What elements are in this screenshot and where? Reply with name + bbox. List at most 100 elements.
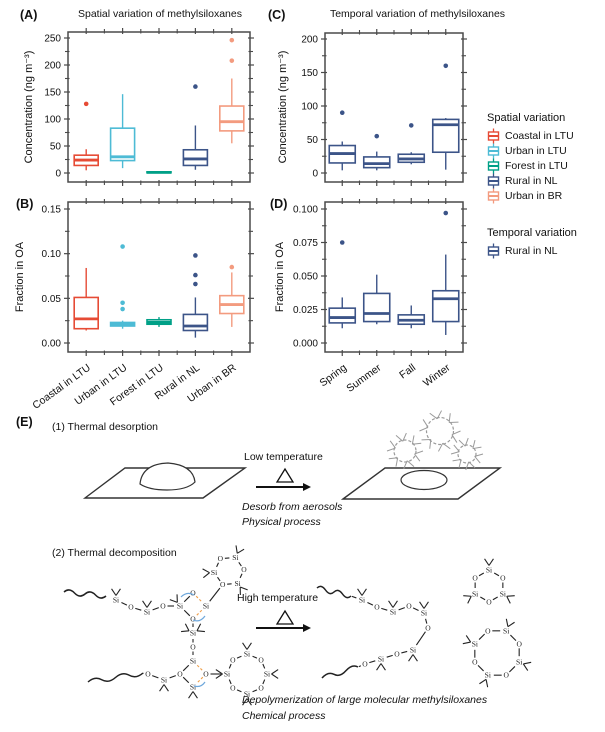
svg-text:0.075: 0.075: [293, 238, 318, 249]
cyclic-siloxane-aerosol-icon: [457, 444, 477, 464]
x-category-label: Winter: [421, 361, 453, 389]
legend-item-label: Rural in NL: [505, 174, 558, 187]
atom-label: Si: [359, 596, 365, 605]
atom-label: O: [145, 670, 151, 679]
atom-label: Si: [516, 658, 522, 667]
atom-label: O: [203, 670, 209, 679]
panel-c-label: (C): [268, 8, 286, 22]
legend-item-label: Coastal in LTU: [505, 130, 574, 143]
boxplot-panel-c: 0 50 100 150 200: [301, 29, 467, 186]
atom-label: O: [406, 602, 412, 611]
atom-label: Si: [378, 655, 384, 664]
legend-item-label: Forest in LTU: [505, 159, 568, 172]
legend: Spatial variation Coastal in LTU Urban in…: [487, 112, 605, 259]
legend-item-spatial-3: Rural in NL: [487, 173, 605, 189]
panel-c-title: Temporal variation of methylsiloxanes: [329, 8, 506, 20]
atom-label: O: [190, 615, 196, 624]
x-category-label: Fall: [397, 362, 418, 382]
atom-label: Si: [224, 670, 230, 679]
boxplot-key-icon: [487, 143, 500, 159]
electron-arrow: [192, 615, 206, 622]
legend-item-spatial-0: Coastal in LTU: [487, 128, 605, 144]
electron-arrow: [193, 681, 206, 688]
svg-text:0: 0: [312, 169, 318, 180]
atom-label: O: [516, 639, 522, 648]
svg-text:0: 0: [55, 169, 61, 180]
svg-text:50: 50: [50, 142, 62, 153]
atom-label: O: [503, 671, 509, 680]
aerosol-droplet-right: [400, 469, 448, 491]
atom-label: Si: [500, 590, 506, 599]
atom-label: Si: [113, 596, 119, 605]
process2-caption-2: Chemical process: [242, 710, 326, 722]
atom-label: O: [241, 565, 247, 574]
panel-a-title: Spatial variation of methylsiloxanes: [77, 8, 242, 20]
atom-label: Si: [410, 646, 416, 655]
atom-label: O: [220, 580, 226, 589]
atom-label: O: [374, 603, 380, 612]
polymer-chain-squiggle: [87, 672, 144, 683]
x-category-label: Summer: [344, 361, 384, 394]
boxplot-key-icon: [487, 188, 500, 204]
legend-item-label: Urban in BR: [505, 189, 563, 202]
legend-item-spatial-2: Forest in LTU: [487, 158, 605, 174]
svg-text:100: 100: [44, 115, 61, 126]
atom-label: Si: [503, 626, 509, 635]
atom-label: O: [425, 624, 431, 633]
process1-caption-2: Physical process: [242, 516, 321, 528]
svg-text:250: 250: [44, 34, 61, 45]
heat-delta-icon: [275, 609, 295, 625]
atom-label: O: [258, 655, 264, 664]
atom-label: Si: [177, 602, 183, 611]
svg-text:0.025: 0.025: [293, 305, 318, 316]
polymer-chain-squiggle: [321, 665, 359, 679]
atom-label: Si: [486, 566, 492, 575]
atom-label: Si: [472, 590, 478, 599]
legend-item-spatial-4: Urban in BR: [487, 188, 605, 204]
svg-text:200: 200: [44, 61, 61, 72]
svg-text:0.15: 0.15: [42, 205, 62, 216]
panel-b-label: (B): [16, 197, 34, 211]
arrow-head: [303, 483, 311, 491]
electron-arrow: [180, 592, 195, 598]
svg-text:150: 150: [44, 88, 61, 99]
svg-text:0.00: 0.00: [42, 339, 62, 350]
boxplot-key-icon: [487, 173, 500, 189]
atom-label: O: [190, 643, 196, 652]
atom-label: O: [177, 670, 183, 679]
svg-text:0.10: 0.10: [42, 249, 62, 260]
atom-label: O: [394, 650, 400, 659]
legend-temporal-title: Temporal variation: [487, 226, 577, 239]
legend-spatial-title: Spatial variation: [487, 112, 566, 124]
atom-label: O: [128, 603, 134, 612]
svg-text:0.100: 0.100: [293, 205, 318, 216]
atom-label: Si: [264, 670, 270, 679]
atom-label: Si: [244, 650, 250, 659]
atom-label: Si: [190, 657, 196, 666]
process1-arrow-label: Low temperature: [244, 451, 323, 463]
legend-item-spatial-1: Urban in LTU: [487, 143, 605, 159]
boxplot-key-icon: [487, 128, 500, 144]
boxplot-key-icon: [487, 243, 500, 259]
heat-delta-icon: [275, 467, 295, 483]
svg-text:50: 50: [307, 135, 319, 146]
atom-label: Si: [161, 676, 167, 685]
aerosol-droplet-left: [139, 462, 196, 491]
atom-label: Si: [472, 639, 478, 648]
atom-label: Si: [234, 579, 240, 588]
svg-text:0.050: 0.050: [293, 272, 318, 283]
panel-a-label: (A): [20, 8, 38, 22]
polymer-chain-squiggle: [63, 589, 107, 599]
arrow-head: [303, 624, 311, 632]
atom-label: O: [362, 660, 368, 669]
process2-title: (2) Thermal decomposition: [52, 547, 177, 559]
atom-label: O: [472, 574, 478, 583]
svg-text:200: 200: [301, 35, 318, 46]
atom-label: O: [472, 658, 478, 667]
atom-label: O: [160, 602, 166, 611]
process1-caption-1: Desorb from aerosols: [242, 501, 343, 513]
atom-label: O: [218, 554, 224, 563]
